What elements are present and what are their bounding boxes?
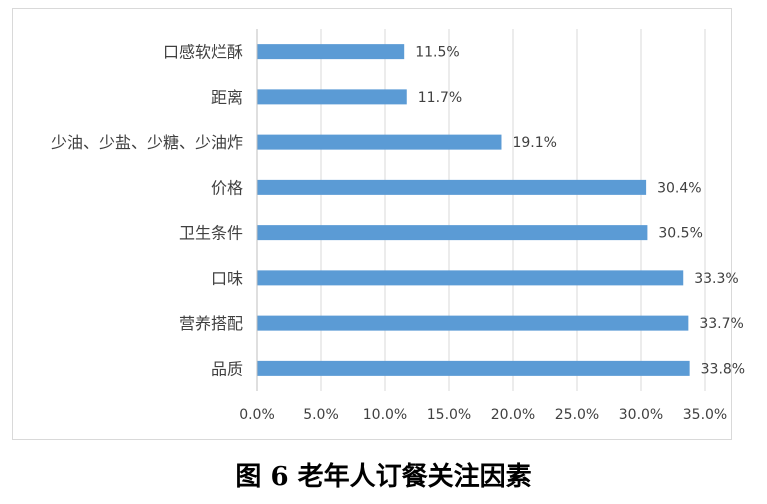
value-label-7: 33.8% [701,361,745,377]
value-label-4: 30.5% [658,226,702,242]
x-tick-label-0: 0.0% [239,407,275,423]
category-label-6: 营养搭配 [179,314,243,333]
value-label-1: 11.7% [418,90,462,106]
category-label-3: 价格 [211,178,243,197]
figure-caption: 图 6 老年人订餐关注因素 [235,462,532,492]
x-tick-label-6: 30.0% [619,407,663,423]
bar-1 [257,89,407,105]
x-tick-label-4: 20.0% [491,407,535,423]
category-label-0: 口感软烂酥 [163,43,243,62]
value-label-6: 33.7% [699,316,743,332]
category-label-2: 少油、少盐、少糖、少油炸 [51,133,243,152]
x-tick-label-1: 5.0% [303,407,339,423]
value-label-5: 33.3% [694,271,738,287]
x-tick-label-7: 35.0% [683,407,727,423]
bar-2 [257,134,502,150]
value-label-0: 11.5% [415,45,459,61]
x-tick-label-2: 10.0% [363,407,407,423]
bar-7 [257,360,690,376]
x-tick-label-3: 15.0% [427,407,471,423]
bar-4 [257,225,648,241]
category-label-1: 距离 [211,88,243,107]
value-label-3: 30.4% [657,180,701,196]
category-label-7: 品质 [211,359,243,378]
category-label-5: 口味 [211,269,243,288]
x-tick-label-5: 25.0% [555,407,599,423]
bar-5 [257,270,684,286]
bar-6 [257,315,689,331]
bar-chart: 0.0% 5.0% 10.0% 15.0% 20.0% 25.0% 30.0% 35.0% 口感… [51,29,745,423]
value-label-2: 19.1% [512,135,556,151]
bar-0 [257,44,405,60]
bar-3 [257,179,647,195]
category-label-4: 卫生条件 [179,224,243,243]
